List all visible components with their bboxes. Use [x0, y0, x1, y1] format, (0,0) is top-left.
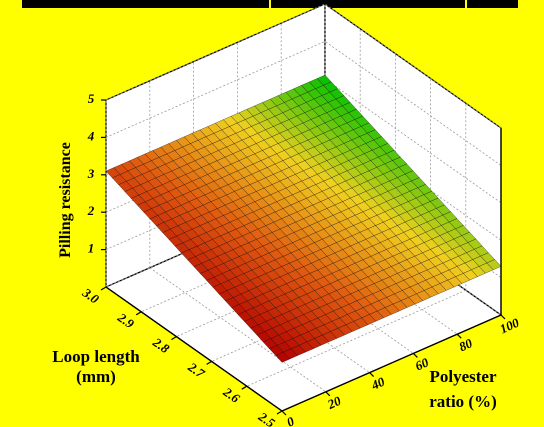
x-tick-mark — [171, 336, 177, 341]
x-axis-title-line: (mm) — [76, 367, 116, 386]
edge-front-right — [281, 314, 502, 412]
x-tick-label: 2.5 — [255, 408, 278, 427]
y-tick-label: 0 — [284, 413, 296, 427]
x-tick-mark — [206, 360, 212, 365]
y-axis-title-line: ratio (%) — [429, 392, 497, 411]
y-tick-label: 80 — [457, 335, 475, 354]
x-tick-label: 2.7 — [185, 359, 208, 381]
x-tick-label: 3.0 — [79, 284, 102, 306]
y-tick-mark — [325, 391, 331, 397]
edge-front-left — [105, 286, 283, 412]
y-axis-title-line: Polyester — [429, 367, 496, 386]
y-tick-mark — [456, 333, 462, 339]
x-tick-mark — [276, 410, 283, 415]
y-tick-mark — [369, 372, 375, 378]
x-tick-mark — [100, 286, 107, 291]
x-axis-title-line: Loop length — [52, 347, 140, 366]
y-tick-label: 20 — [324, 393, 343, 413]
z-axis-title: Pilling resistance — [57, 142, 74, 258]
z-tick-label: 4 — [87, 128, 95, 143]
z-tick-label: 5 — [88, 91, 95, 106]
y-tick-label: 40 — [368, 374, 387, 394]
x-tick-label: 2.6 — [220, 384, 243, 406]
z-tick-label: 3 — [87, 166, 95, 181]
z-tick-label: 2 — [87, 203, 95, 218]
y-tick-mark — [500, 314, 506, 320]
y-tick-label: 100 — [497, 315, 521, 337]
y-tick-mark — [281, 410, 287, 416]
x-tick-mark — [241, 385, 248, 390]
x-tick-label: 2.9 — [114, 309, 137, 331]
y-tick-label: 60 — [413, 354, 431, 373]
x-tick-mark — [135, 311, 142, 316]
y-tick-mark — [412, 352, 418, 358]
x-tick-label: 2.8 — [149, 334, 172, 356]
z-tick-label: 1 — [88, 241, 95, 256]
